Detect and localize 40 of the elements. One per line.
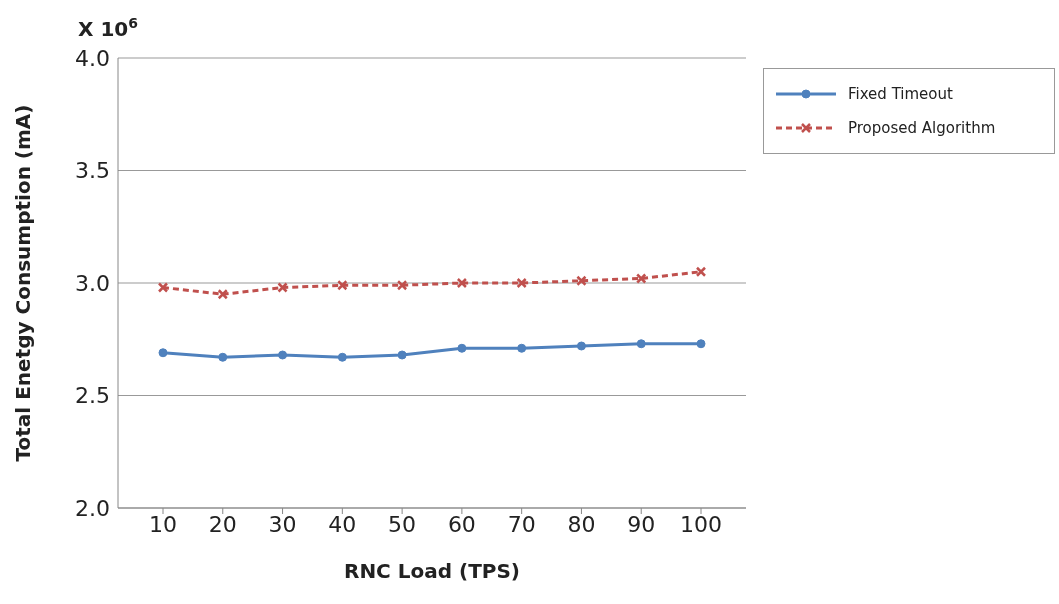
x-tick-label: 60 [447, 511, 476, 537]
point [278, 350, 288, 360]
point [218, 352, 228, 362]
x-tick-label: 90 [627, 511, 656, 537]
point [158, 348, 168, 358]
point [157, 282, 169, 293]
point [217, 289, 229, 300]
x-tick-label: 10 [149, 511, 177, 537]
x-tick-label: 70 [507, 511, 536, 537]
point [636, 339, 646, 349]
point [576, 275, 587, 286]
point [696, 339, 706, 349]
x-tick-label: 30 [268, 511, 297, 537]
point [576, 341, 586, 351]
point [516, 277, 527, 289]
point [517, 343, 527, 353]
y-tick-label: 3.0 [75, 270, 110, 296]
point [457, 343, 467, 353]
y-tick-label: 4.0 [75, 45, 110, 71]
y-tick-label: 2.5 [75, 383, 110, 409]
point [635, 273, 647, 284]
y-axis-title: Total Enetgy Consumption (mA) [11, 104, 36, 462]
point [337, 352, 347, 362]
x-tick-label: 50 [388, 511, 417, 537]
x-tick-label: 40 [328, 511, 357, 537]
y-tick-label: 2.0 [75, 495, 110, 521]
point [277, 282, 288, 293]
legend-label: Proposed Algorithm [848, 118, 996, 139]
point [397, 350, 407, 360]
point [456, 277, 468, 289]
x-tick-label: 80 [567, 511, 596, 537]
legend-label: Fixed Timeout [848, 84, 953, 105]
point [695, 266, 707, 277]
point [337, 280, 348, 291]
x-axis-title: RNC Load (TPS) [343, 559, 521, 583]
y-tick-label: 3.5 [75, 158, 110, 184]
point [396, 280, 408, 291]
x-tick-label: 20 [208, 511, 237, 537]
text: X 10$^{6}$ [78, 15, 138, 41]
x-tick-label: 100 [680, 511, 722, 537]
